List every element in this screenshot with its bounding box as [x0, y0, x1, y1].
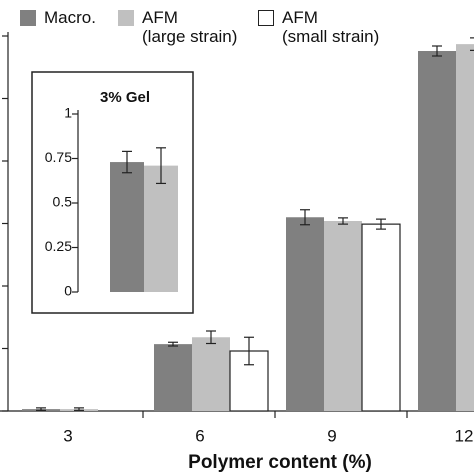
x-tick-label: 12 [455, 426, 474, 445]
legend-swatch [118, 10, 134, 26]
y-tick-label: 0.25 [45, 238, 72, 254]
y-tick-label: 1 [64, 105, 72, 121]
x-axis-label: Polymer content (%) [188, 452, 372, 473]
legend-swatch [20, 10, 36, 26]
bar [456, 44, 474, 411]
bar [286, 217, 324, 411]
bar [192, 337, 230, 411]
legend-label: AFM (small strain) [282, 8, 380, 46]
y-tick-label: 0 [64, 283, 72, 299]
x-tick-label: 6 [195, 426, 204, 445]
bar [361, 223, 401, 412]
bar [144, 165, 178, 292]
legend-label: Macro. [44, 8, 96, 27]
bar [418, 51, 456, 411]
legend-swatch [258, 10, 274, 26]
x-tick-label: 3 [63, 426, 72, 445]
bar [324, 221, 362, 411]
bar [110, 162, 144, 292]
x-tick-label: 9 [327, 426, 336, 445]
bar [154, 344, 192, 411]
y-tick-label: 0.75 [45, 149, 72, 165]
inset-title: 3% Gel [100, 89, 150, 106]
legend-label: AFM (large strain) [142, 8, 238, 46]
y-tick-label: 0.5 [53, 194, 73, 210]
